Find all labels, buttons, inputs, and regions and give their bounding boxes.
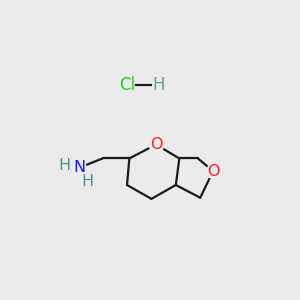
Text: O: O	[207, 164, 219, 178]
Text: N: N	[73, 160, 86, 175]
Text: O: O	[150, 137, 162, 152]
Text: Cl: Cl	[119, 76, 135, 94]
Text: H: H	[81, 175, 93, 190]
Text: H: H	[58, 158, 70, 173]
Text: H: H	[152, 76, 165, 94]
